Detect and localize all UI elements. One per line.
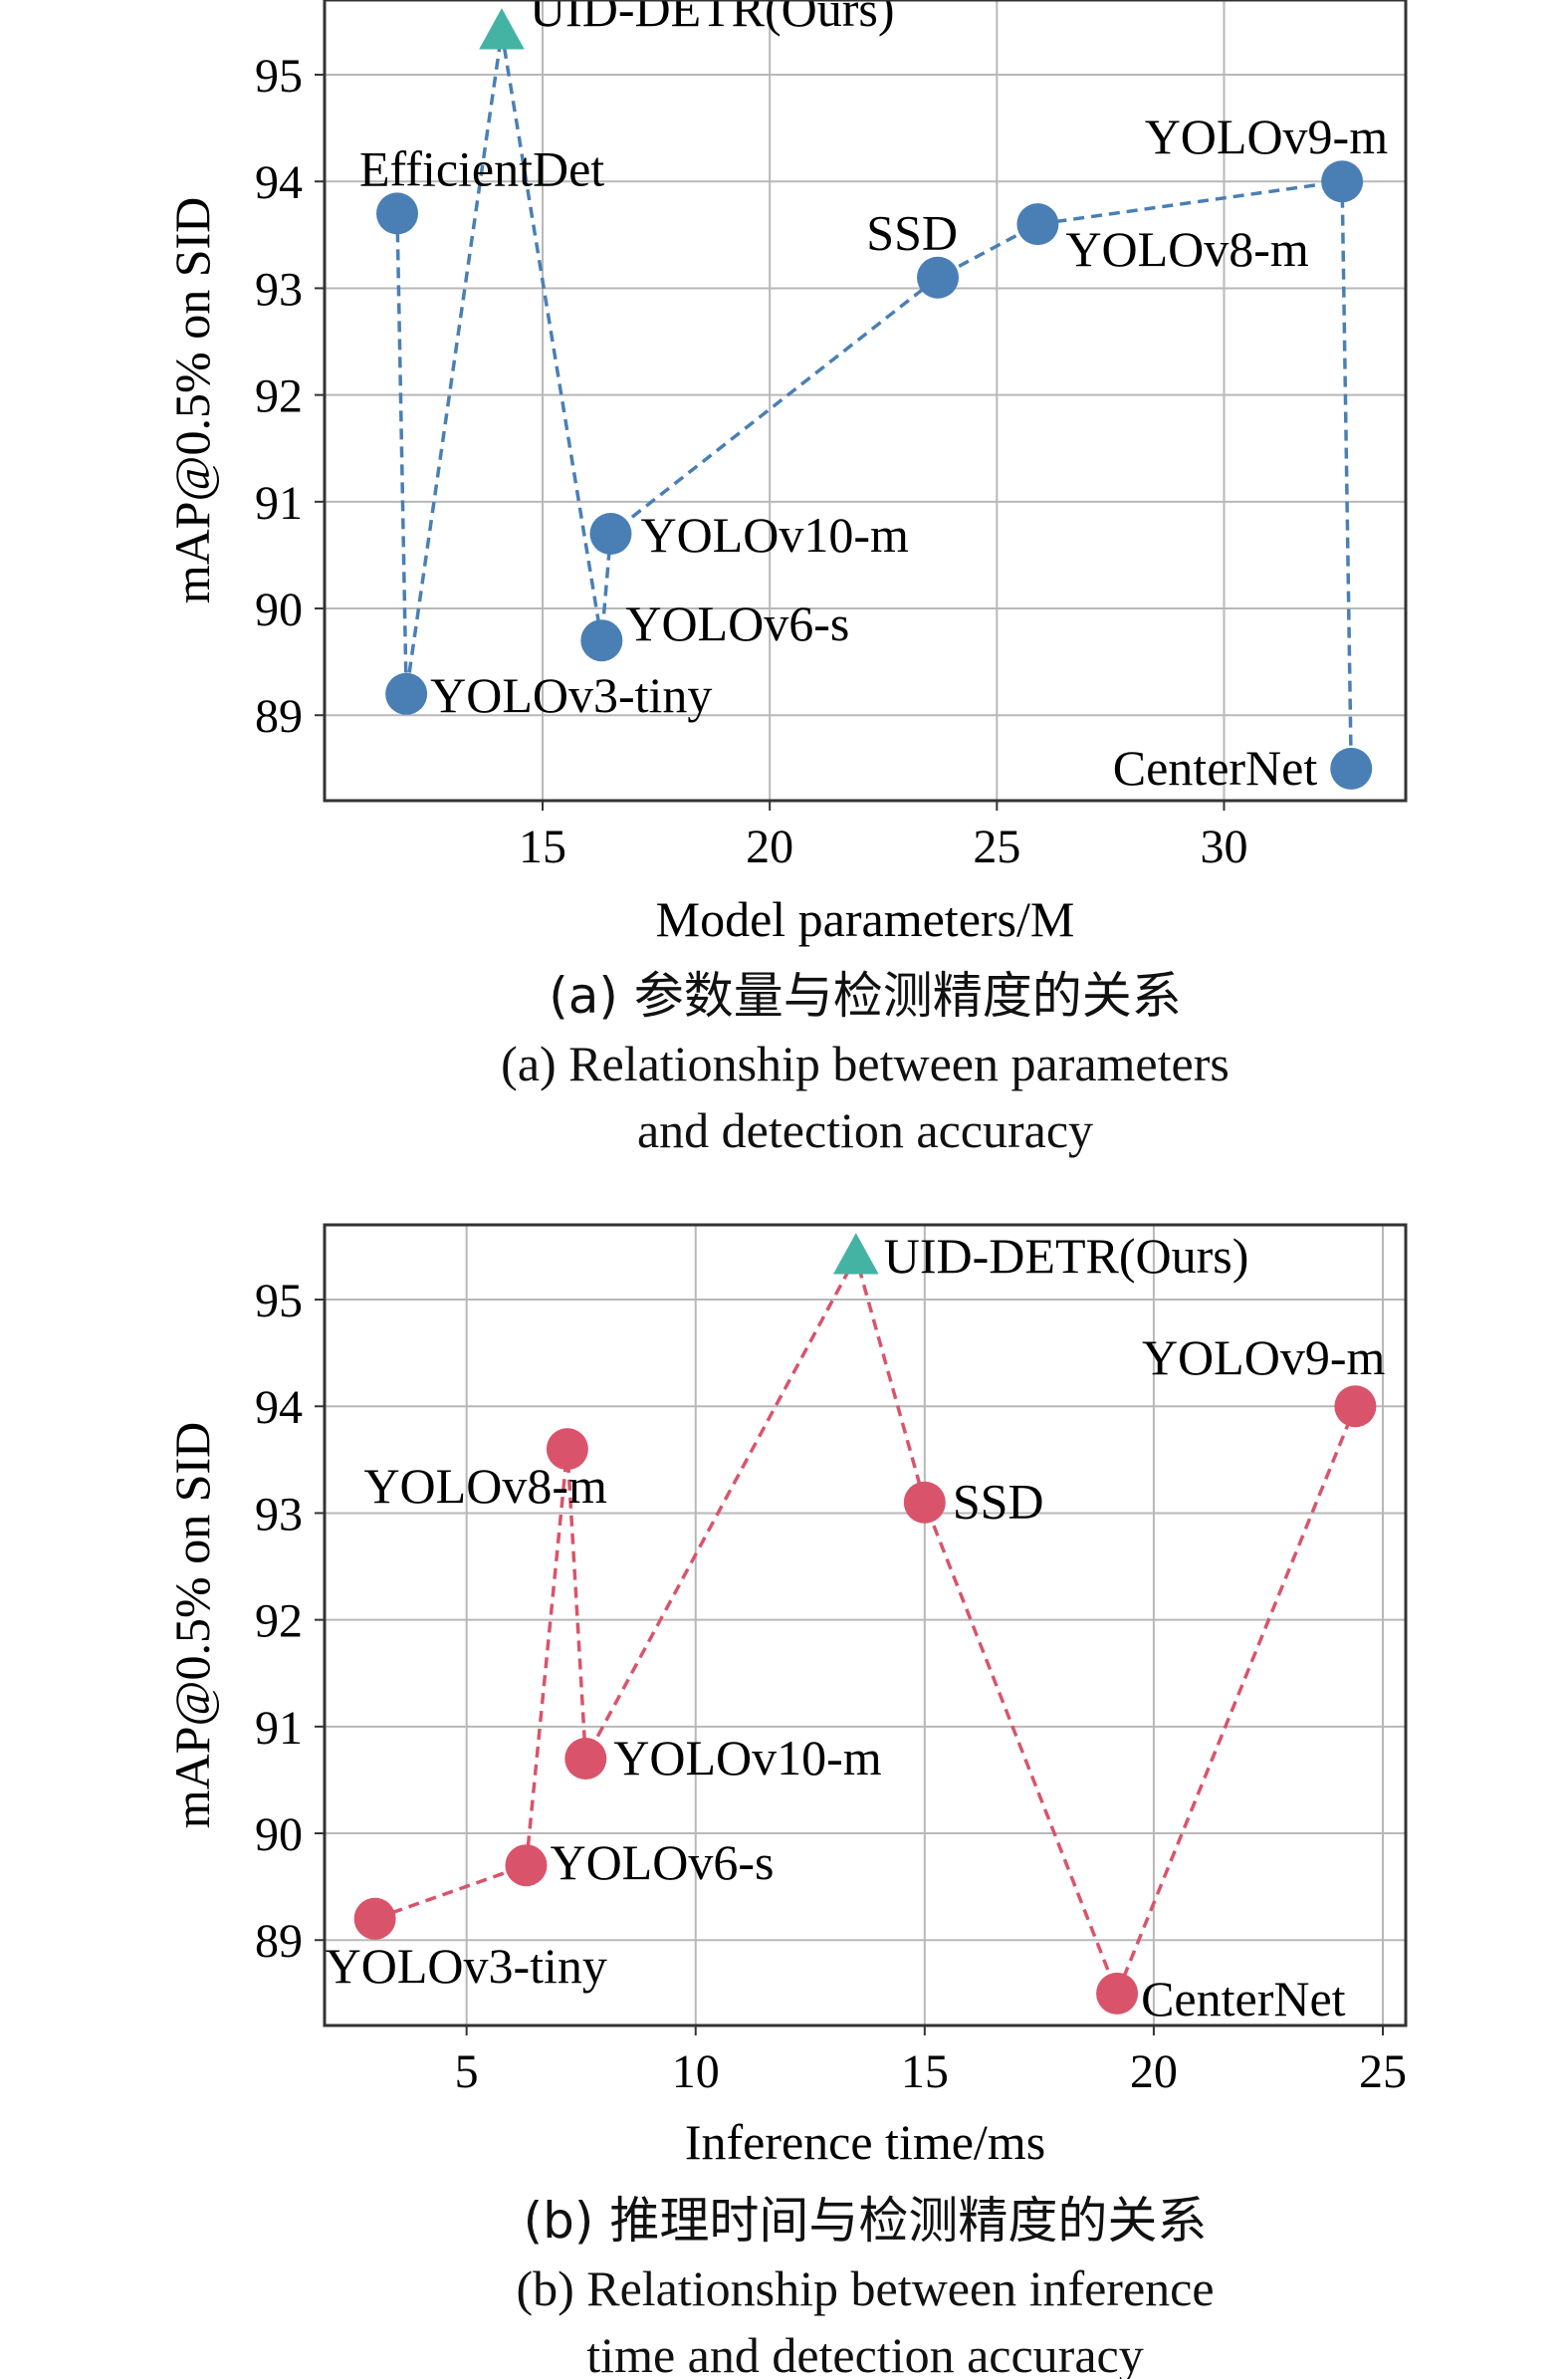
point-marker-yolov9-m xyxy=(1321,160,1364,203)
point-marker-uid-detr-ours xyxy=(832,1233,879,1275)
x-tick-label: 30 xyxy=(1200,821,1247,873)
point-label-yolov9-m: YOLOv9-m xyxy=(1145,109,1389,164)
x-tick-label: 10 xyxy=(672,2045,720,2098)
point-marker-yolov6-s xyxy=(505,1844,548,1887)
x-axis-title-a: Model parameters/M xyxy=(656,891,1075,947)
x-tick-label: 25 xyxy=(1359,2045,1407,2098)
caption-en-a-line1: (a) Relationship between parameters xyxy=(501,1036,1230,1091)
point-label-yolov8-m: YOLOv8-m xyxy=(363,1458,607,1514)
point-marker-ssd xyxy=(917,256,960,299)
x-axis-title-b: Inference time/ms xyxy=(685,2114,1045,2170)
point-marker-yolov8-m xyxy=(1016,203,1059,246)
y-tick-label: 91 xyxy=(255,1702,303,1755)
data-points-b xyxy=(353,1233,1377,2015)
y-tick-label: 90 xyxy=(255,1808,303,1861)
y-axis-title-b: mAP@0.5% on SID xyxy=(164,1422,220,1829)
plot-frame-b xyxy=(323,1223,1408,2027)
point-labels-a: UID-DETR(Ours) EfficientDet YOLOv3-tiny YOL… xyxy=(359,0,1388,796)
point-label-ssd: SSD xyxy=(866,205,958,261)
y-tick-label: 93 xyxy=(255,263,303,316)
plot-frame-a xyxy=(323,0,1408,803)
y-tick-label: 89 xyxy=(255,1915,303,1968)
point-label-uid-detr-ours: UID-DETR(Ours) xyxy=(884,1228,1249,1284)
point-marker-yolov3-tiny xyxy=(385,672,428,715)
point-marker-yolov9-m xyxy=(1334,1385,1377,1428)
point-marker-yolov3-tiny xyxy=(353,1897,396,1940)
point-label-yolov3-tiny: YOLOv3-tiny xyxy=(430,667,712,723)
panel-b-inference: YOLOv3-tiny YOLOv6-s YOLOv8-m YOLOv10-m UID-… xyxy=(164,1223,1408,2379)
caption-cn-a: (a) 参数量与检测精度的关系 xyxy=(549,967,1182,1025)
point-marker-yolov8-m xyxy=(546,1428,588,1471)
x-tick-labels-b: 5 10 15 20 25 xyxy=(455,2025,1407,2098)
point-label-centernet: CenterNet xyxy=(1141,1971,1346,2026)
y-tick-label: 93 xyxy=(255,1488,303,1541)
x-tick-label: 15 xyxy=(901,2045,949,2098)
x-tick-label: 5 xyxy=(455,2045,479,2098)
point-marker-yolov6-s xyxy=(580,619,623,662)
plot-area-b xyxy=(325,1225,1406,2025)
point-marker-centernet xyxy=(1330,747,1373,790)
x-tick-label: 20 xyxy=(746,821,793,873)
point-labels-b: YOLOv3-tiny YOLOv6-s YOLOv8-m YOLOv10-m UID-… xyxy=(326,1228,1386,2026)
point-marker-ssd xyxy=(903,1481,946,1524)
y-tick-label: 89 xyxy=(255,690,303,743)
point-label-yolov6-s: YOLOv6-s xyxy=(625,595,849,651)
y-tick-labels-a: 89 90 91 92 93 94 95 xyxy=(255,50,325,743)
y-tick-label: 90 xyxy=(255,584,303,636)
x-tick-labels-a: 15 20 25 30 xyxy=(519,801,1247,873)
point-label-yolov8-m: YOLOv8-m xyxy=(1065,221,1309,277)
point-marker-yolov10-m xyxy=(589,513,632,555)
x-tick-label: 20 xyxy=(1130,2045,1178,2098)
point-label-yolov10-m: YOLOv10-m xyxy=(640,507,909,563)
point-label-ssd: SSD xyxy=(953,1474,1044,1530)
y-tick-label: 95 xyxy=(255,1275,303,1327)
point-label-centernet: CenterNet xyxy=(1113,740,1318,796)
point-label-yolov9-m: YOLOv9-m xyxy=(1142,1329,1386,1385)
y-axis-title-a: mAP@0.5% on SID xyxy=(164,197,220,604)
point-marker-yolov10-m xyxy=(564,1738,607,1780)
data-points-a xyxy=(376,8,1373,790)
plot-area-a xyxy=(325,0,1406,801)
y-tick-label: 94 xyxy=(255,1381,303,1434)
grid-a xyxy=(325,0,1406,801)
point-marker-uid-detr-ours xyxy=(479,8,525,50)
point-label-uid-detr-ours: UID-DETR(Ours) xyxy=(530,0,895,37)
point-marker-efficientdet xyxy=(376,192,419,235)
point-marker-centernet xyxy=(1096,1972,1139,2015)
caption-en-b-line2: time and detection accuracy xyxy=(586,2327,1143,2379)
caption-en-b-line1: (b) Relationship between inference xyxy=(516,2260,1214,2316)
y-tick-label: 94 xyxy=(255,156,303,209)
y-tick-label: 92 xyxy=(255,370,303,423)
y-tick-label: 91 xyxy=(255,477,303,530)
point-label-efficientdet: EfficientDet xyxy=(359,140,604,196)
connecting-line-b xyxy=(374,1252,1358,1999)
y-tick-label: 92 xyxy=(255,1595,303,1648)
y-tick-label: 95 xyxy=(255,50,303,103)
point-label-yolov10-m: YOLOv10-m xyxy=(613,1730,882,1785)
y-tick-labels-b: 89 90 91 92 93 94 95 xyxy=(255,1275,325,1968)
point-label-yolov6-s: YOLOv6-s xyxy=(550,1834,774,1890)
panel-a-parameters: UID-DETR(Ours) EfficientDet YOLOv3-tiny YOL… xyxy=(164,0,1408,1158)
caption-cn-b: (b) 推理时间与检测精度的关系 xyxy=(524,2192,1208,2250)
point-label-yolov3-tiny: YOLOv3-tiny xyxy=(326,1938,607,1994)
x-tick-label: 15 xyxy=(519,821,566,873)
x-tick-label: 25 xyxy=(973,821,1020,873)
dashed-connecting-line xyxy=(374,1252,1358,1999)
caption-en-a-line2: and detection accuracy xyxy=(637,1102,1093,1158)
